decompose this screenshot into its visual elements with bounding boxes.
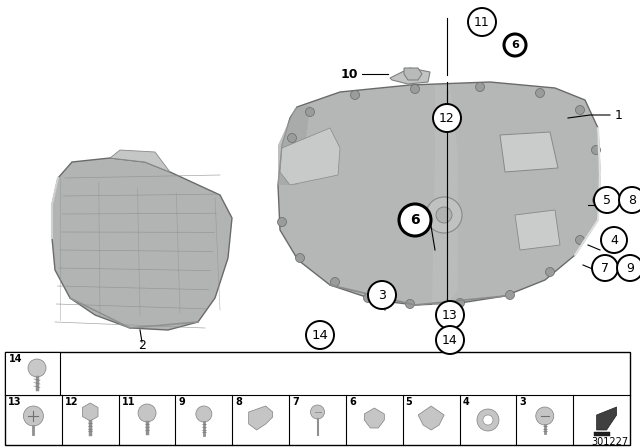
Circle shape — [592, 255, 618, 281]
Circle shape — [436, 326, 464, 354]
Circle shape — [536, 407, 554, 425]
Circle shape — [536, 89, 545, 98]
Circle shape — [575, 105, 584, 115]
Circle shape — [591, 146, 600, 155]
Circle shape — [593, 195, 602, 204]
Polygon shape — [278, 105, 310, 185]
Text: 5: 5 — [603, 194, 611, 207]
Text: 6: 6 — [410, 213, 420, 227]
Circle shape — [306, 321, 334, 349]
Polygon shape — [390, 68, 430, 84]
Circle shape — [330, 277, 339, 287]
Circle shape — [287, 134, 296, 142]
Polygon shape — [432, 86, 458, 305]
Circle shape — [456, 298, 465, 307]
Circle shape — [433, 104, 461, 132]
Text: 7: 7 — [292, 397, 299, 407]
Circle shape — [436, 301, 464, 329]
Text: 301227: 301227 — [591, 437, 628, 447]
Circle shape — [399, 204, 431, 236]
Text: 3: 3 — [520, 397, 526, 407]
Circle shape — [545, 267, 554, 276]
Text: 11: 11 — [474, 16, 490, 29]
Circle shape — [296, 254, 305, 263]
Circle shape — [364, 293, 372, 302]
Text: 3: 3 — [378, 289, 386, 302]
Circle shape — [436, 207, 452, 223]
Text: 7: 7 — [601, 262, 609, 275]
Text: 12: 12 — [439, 112, 455, 125]
Polygon shape — [280, 128, 340, 185]
Circle shape — [351, 90, 360, 99]
Text: 6: 6 — [349, 397, 356, 407]
Circle shape — [24, 406, 44, 426]
Circle shape — [278, 217, 287, 227]
Text: 4: 4 — [610, 233, 618, 246]
Polygon shape — [364, 408, 384, 428]
Text: 4: 4 — [463, 397, 469, 407]
Polygon shape — [596, 407, 616, 430]
Circle shape — [504, 34, 526, 56]
Text: 12: 12 — [65, 397, 78, 407]
Text: 13: 13 — [8, 397, 22, 407]
Circle shape — [575, 236, 584, 245]
Circle shape — [138, 404, 156, 422]
Text: 14: 14 — [9, 354, 22, 364]
Circle shape — [476, 82, 484, 91]
Circle shape — [28, 359, 46, 377]
Polygon shape — [110, 150, 170, 172]
Circle shape — [601, 227, 627, 253]
Text: 8: 8 — [628, 194, 636, 207]
Circle shape — [426, 197, 462, 233]
Circle shape — [617, 255, 640, 281]
Circle shape — [468, 8, 496, 36]
Text: 8: 8 — [236, 397, 242, 407]
Circle shape — [619, 187, 640, 213]
Polygon shape — [52, 158, 232, 330]
Text: 5: 5 — [406, 397, 412, 407]
Polygon shape — [249, 406, 273, 430]
Text: 9: 9 — [626, 262, 634, 275]
Text: 14: 14 — [312, 328, 328, 341]
Text: 1: 1 — [615, 108, 623, 121]
Text: 2: 2 — [138, 339, 146, 352]
Circle shape — [477, 409, 499, 431]
Text: 9: 9 — [179, 397, 185, 407]
Polygon shape — [278, 82, 600, 305]
Polygon shape — [83, 403, 98, 421]
Circle shape — [406, 300, 415, 309]
Bar — [5, 352, 630, 445]
Bar — [5, 352, 60, 395]
Circle shape — [305, 108, 314, 116]
Text: 6: 6 — [511, 40, 519, 50]
Circle shape — [368, 281, 396, 309]
Circle shape — [483, 415, 493, 425]
Text: 13: 13 — [442, 309, 458, 322]
Polygon shape — [404, 68, 422, 80]
Text: 14: 14 — [442, 333, 458, 346]
Text: 10: 10 — [340, 68, 358, 81]
Bar — [593, 432, 609, 436]
Text: 11: 11 — [122, 397, 135, 407]
Polygon shape — [418, 406, 444, 430]
Polygon shape — [515, 210, 560, 250]
Circle shape — [594, 187, 620, 213]
Circle shape — [310, 405, 324, 419]
Circle shape — [196, 406, 212, 422]
Circle shape — [506, 290, 515, 300]
Polygon shape — [500, 132, 558, 172]
Circle shape — [410, 85, 419, 94]
